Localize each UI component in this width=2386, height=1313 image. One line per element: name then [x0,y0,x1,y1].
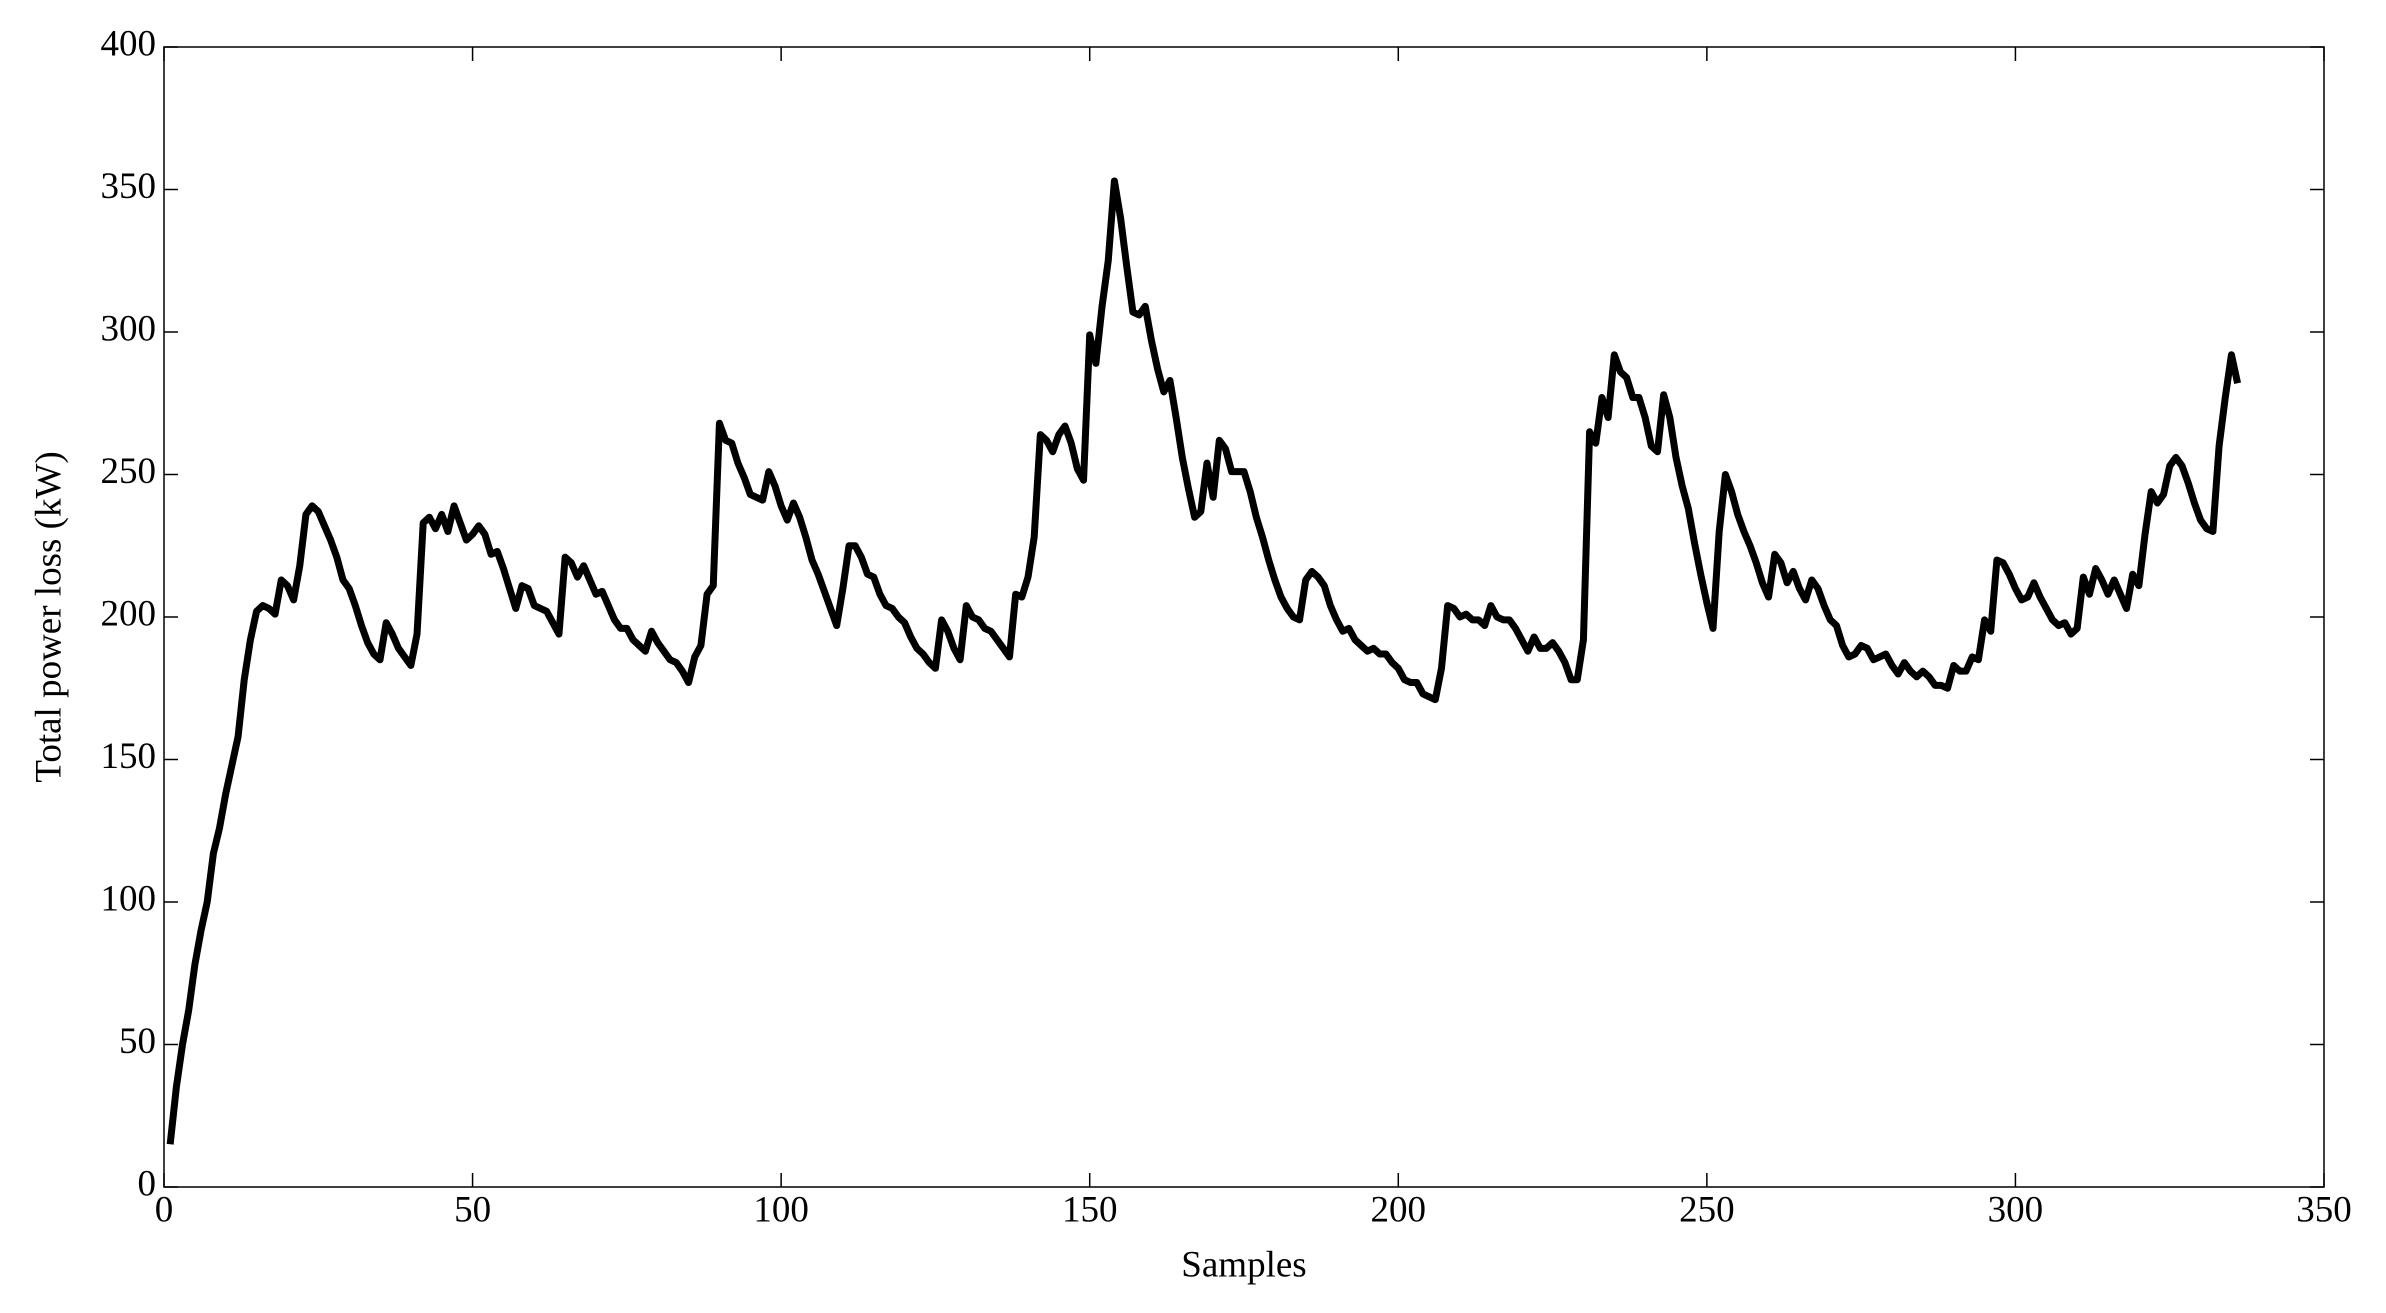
y-axis-label: Total power loss (kW) [28,451,69,782]
y-tick-label: 150 [101,736,157,777]
data-line [166,177,2242,1145]
y-tick-label: 200 [101,593,157,634]
axes-box [163,46,2325,1188]
x-axis-label: Samples [1181,1244,1306,1285]
y-tick-label: 250 [101,451,157,492]
y-tick-label: 400 [101,23,157,64]
y-tick-label: 0 [138,1163,157,1204]
x-tick-label: 200 [1371,1189,1427,1230]
x-tick-label: 250 [1679,1189,1735,1230]
x-tick-label: 0 [155,1189,174,1230]
y-tick-label: 300 [101,308,157,349]
x-tick-label: 50 [454,1189,491,1230]
y-tick-label: 50 [119,1021,156,1062]
x-tick-label: 350 [2296,1189,2352,1230]
y-tick-label: 350 [101,166,157,207]
x-tick-label: 150 [1062,1189,1118,1230]
x-tick-label: 100 [753,1189,809,1230]
x-tick-label: 300 [1988,1189,2044,1230]
y-tick-label: 100 [101,878,157,919]
